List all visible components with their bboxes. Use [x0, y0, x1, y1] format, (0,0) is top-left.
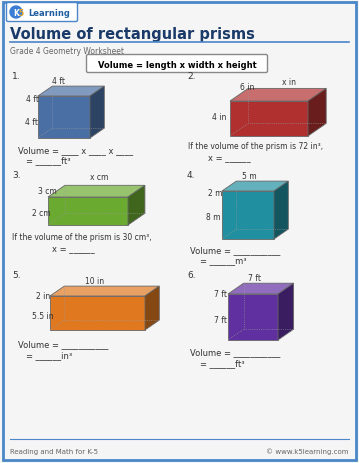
Text: = ______ft³: = ______ft³ — [200, 358, 244, 367]
Polygon shape — [274, 181, 288, 239]
Polygon shape — [230, 89, 326, 102]
Text: Volume = ___________: Volume = ___________ — [18, 339, 108, 348]
Text: = ______in³: = ______in³ — [26, 350, 72, 359]
Text: 5 m: 5 m — [242, 172, 257, 181]
Text: Volume = length x width x height: Volume = length x width x height — [98, 60, 256, 69]
Text: Learning: Learning — [28, 9, 70, 18]
FancyBboxPatch shape — [3, 3, 356, 460]
Polygon shape — [308, 89, 326, 137]
Text: 4 ft: 4 ft — [25, 118, 38, 127]
Text: 4 in: 4 in — [212, 113, 227, 122]
Text: 2.: 2. — [187, 72, 196, 81]
Text: x cm: x cm — [90, 173, 108, 181]
Text: 7 ft: 7 ft — [248, 274, 261, 282]
Text: Volume of rectangular prisms: Volume of rectangular prisms — [10, 27, 255, 43]
Polygon shape — [48, 198, 128, 225]
Text: Grade 4 Geometry Worksheet: Grade 4 Geometry Worksheet — [10, 46, 124, 56]
Text: 4 ft: 4 ft — [26, 95, 39, 104]
Polygon shape — [50, 287, 159, 296]
Polygon shape — [48, 186, 145, 198]
Polygon shape — [222, 181, 288, 192]
Polygon shape — [228, 283, 294, 294]
Text: = ______ft³: = ______ft³ — [26, 156, 71, 165]
Polygon shape — [38, 87, 104, 97]
Text: Volume = ___________: Volume = ___________ — [190, 245, 280, 255]
Polygon shape — [228, 294, 278, 340]
Text: © www.k5learning.com: © www.k5learning.com — [266, 448, 349, 454]
Text: 7 ft: 7 ft — [214, 315, 227, 324]
Polygon shape — [222, 192, 274, 239]
Text: = ______m³: = ______m³ — [200, 256, 247, 264]
Text: 1.: 1. — [12, 72, 20, 81]
Polygon shape — [278, 283, 294, 340]
FancyBboxPatch shape — [87, 56, 267, 73]
Text: 10 in: 10 in — [85, 276, 104, 285]
Text: x = ______: x = ______ — [52, 244, 95, 252]
Text: 5: 5 — [19, 9, 24, 18]
Text: 4 ft: 4 ft — [52, 77, 65, 86]
Text: Reading and Math for K-5: Reading and Math for K-5 — [10, 448, 98, 454]
Text: 2 in: 2 in — [36, 291, 50, 300]
Polygon shape — [90, 87, 104, 139]
Polygon shape — [50, 296, 145, 330]
Text: 5.5 in: 5.5 in — [32, 311, 53, 320]
Text: Volume = ___________: Volume = ___________ — [190, 347, 280, 356]
Text: 5.: 5. — [12, 270, 20, 279]
Text: 4.: 4. — [187, 171, 196, 180]
Circle shape — [10, 7, 22, 19]
FancyBboxPatch shape — [6, 4, 78, 22]
Polygon shape — [145, 287, 159, 330]
Text: Volume = ____ x ____ x ____: Volume = ____ x ____ x ____ — [18, 146, 133, 155]
Text: 7 ft: 7 ft — [214, 289, 227, 298]
Text: x = ______: x = ______ — [208, 153, 251, 162]
Text: K: K — [14, 9, 19, 18]
Polygon shape — [38, 97, 90, 139]
Polygon shape — [230, 102, 308, 137]
Text: 2 cm: 2 cm — [32, 208, 51, 218]
Text: If the volume of the prism is 30 cm³,: If the volume of the prism is 30 cm³, — [12, 232, 151, 242]
Text: 3.: 3. — [12, 171, 20, 180]
Polygon shape — [128, 186, 145, 225]
Text: If the volume of the prism is 72 in³,: If the volume of the prism is 72 in³, — [188, 142, 323, 150]
Text: 3 cm: 3 cm — [38, 187, 57, 195]
Text: 8 m: 8 m — [206, 213, 220, 221]
Text: 6.: 6. — [187, 270, 196, 279]
Text: 6 in: 6 in — [240, 83, 255, 92]
Text: 2 m: 2 m — [208, 188, 223, 198]
Text: x in: x in — [282, 78, 296, 87]
